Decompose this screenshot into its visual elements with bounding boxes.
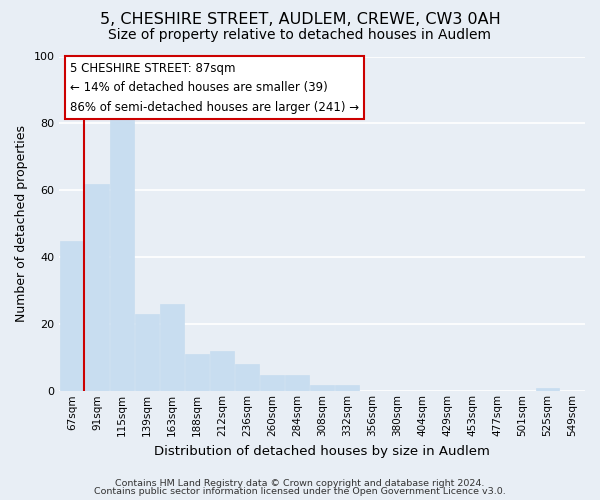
Bar [310,384,334,392]
Bar [235,364,259,392]
Bar [110,110,134,392]
Bar [160,304,184,392]
Bar [185,354,209,392]
Bar [260,374,284,392]
Bar [60,240,84,392]
Text: Size of property relative to detached houses in Audlem: Size of property relative to detached ho… [109,28,491,42]
Text: 5 CHESHIRE STREET: 87sqm
← 14% of detached houses are smaller (39)
86% of semi-d: 5 CHESHIRE STREET: 87sqm ← 14% of detach… [70,62,359,114]
Bar [210,351,234,392]
Bar [85,184,109,392]
Text: Contains HM Land Registry data © Crown copyright and database right 2024.: Contains HM Land Registry data © Crown c… [115,478,485,488]
X-axis label: Distribution of detached houses by size in Audlem: Distribution of detached houses by size … [154,444,490,458]
Text: 5, CHESHIRE STREET, AUDLEM, CREWE, CW3 0AH: 5, CHESHIRE STREET, AUDLEM, CREWE, CW3 0… [100,12,500,28]
Y-axis label: Number of detached properties: Number of detached properties [15,126,28,322]
Bar [285,374,309,392]
Bar [536,388,559,392]
Text: Contains public sector information licensed under the Open Government Licence v3: Contains public sector information licen… [94,487,506,496]
Bar [135,314,159,392]
Bar [335,384,359,392]
